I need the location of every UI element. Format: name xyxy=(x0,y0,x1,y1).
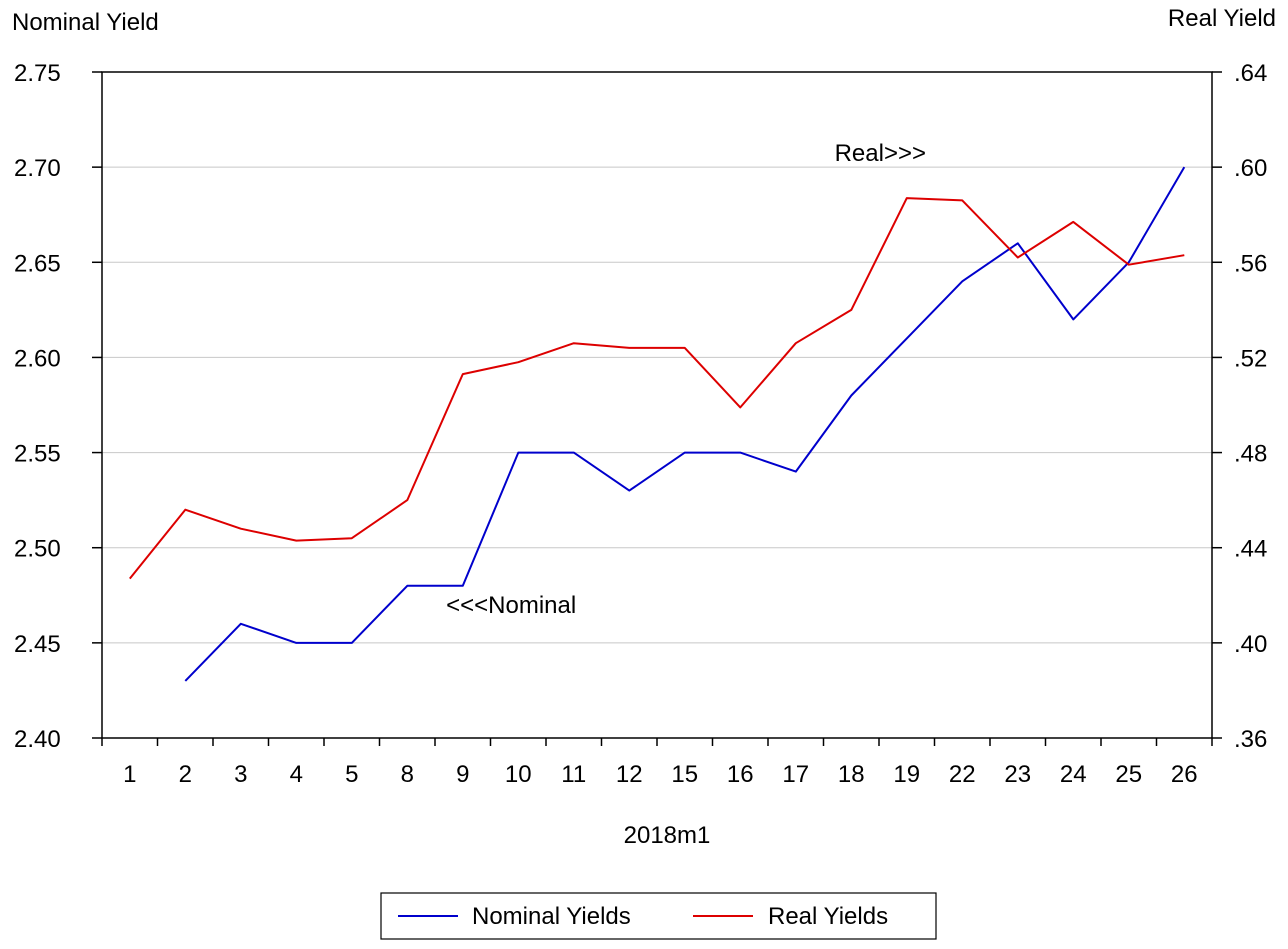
gridlines xyxy=(102,166,1212,644)
x-axis: 1 2 3 4 5 8 9 10 11 12 15 16 17 18 19 22 23 24 25 26 xyxy=(101,738,1213,788)
annotation-label: <<<Nominal xyxy=(446,592,576,619)
y-right-axis-title: Real Yield xyxy=(1168,5,1276,32)
annotation-label: Real>>> xyxy=(835,140,926,167)
y-right-tick-label: .36 xyxy=(1234,726,1267,753)
x-tick-label: 5 xyxy=(345,761,358,788)
legend-box xyxy=(380,892,937,940)
x-tick-label: 4 xyxy=(290,761,303,788)
x-tick-label: 3 xyxy=(234,761,247,788)
y-right-tick-label: .64 xyxy=(1234,60,1267,87)
y-right-tick-label: .56 xyxy=(1234,250,1267,277)
x-tick-label: 17 xyxy=(782,761,809,788)
y-left-tick-label: 2.65 xyxy=(14,250,61,277)
x-tick-label: 2 xyxy=(179,761,192,788)
plot-frame xyxy=(101,71,1213,739)
x-tick-label: 23 xyxy=(1004,761,1031,788)
legend-label-nominal-yields: Nominal Yields xyxy=(472,903,631,930)
x-tick-label: 18 xyxy=(838,761,865,788)
x-tick-label: 11 xyxy=(561,761,586,788)
series-line-real-yields xyxy=(129,197,1185,580)
y-left-tick-label: 2.55 xyxy=(14,441,61,468)
y-right-axis: .64 .60 .56 .52 .48 .44 .40 .36 xyxy=(1212,60,1267,753)
x-tick-label: 24 xyxy=(1060,761,1087,788)
annotations: Real>>> <<<Nominal xyxy=(446,140,926,619)
x-tick-label: 16 xyxy=(727,761,754,788)
y-left-tick-label: 2.45 xyxy=(14,631,61,658)
y-right-tick-label: .44 xyxy=(1234,536,1267,563)
y-left-axis: 2.75 2.70 2.65 2.60 2.55 2.50 2.45 2.40 xyxy=(14,60,102,753)
x-tick-label: 25 xyxy=(1115,761,1142,788)
y-left-tick-label: 2.50 xyxy=(14,536,61,563)
x-axis-title: 2018m1 xyxy=(624,822,711,849)
y-right-tick-label: .40 xyxy=(1234,631,1267,658)
x-tick-label: 1 xyxy=(123,761,136,788)
y-left-axis-title: Nominal Yield xyxy=(12,9,159,36)
y-left-tick-label: 2.70 xyxy=(14,155,61,182)
y-left-tick-label: 2.40 xyxy=(14,726,61,753)
x-tick-label: 12 xyxy=(616,761,643,788)
x-tick-label: 10 xyxy=(505,761,532,788)
x-tick-label: 22 xyxy=(949,761,976,788)
series-line-nominal-yields xyxy=(184,166,1186,682)
y-left-tick-label: 2.60 xyxy=(14,345,61,372)
legend: Nominal Yields Real Yields xyxy=(380,892,937,940)
x-tick-label: 19 xyxy=(893,761,920,788)
y-right-tick-label: .48 xyxy=(1234,441,1267,468)
y-left-tick-label: 2.75 xyxy=(14,60,61,87)
x-tick-label: 8 xyxy=(401,761,414,788)
legend-label-real-yields: Real Yields xyxy=(768,903,888,930)
series-lines xyxy=(129,166,1186,682)
x-tick-label: 9 xyxy=(456,761,469,788)
y-right-tick-label: .60 xyxy=(1234,155,1267,182)
x-tick-label: 15 xyxy=(671,761,698,788)
y-right-tick-label: .52 xyxy=(1234,345,1267,372)
x-tick-label: 26 xyxy=(1171,761,1198,788)
